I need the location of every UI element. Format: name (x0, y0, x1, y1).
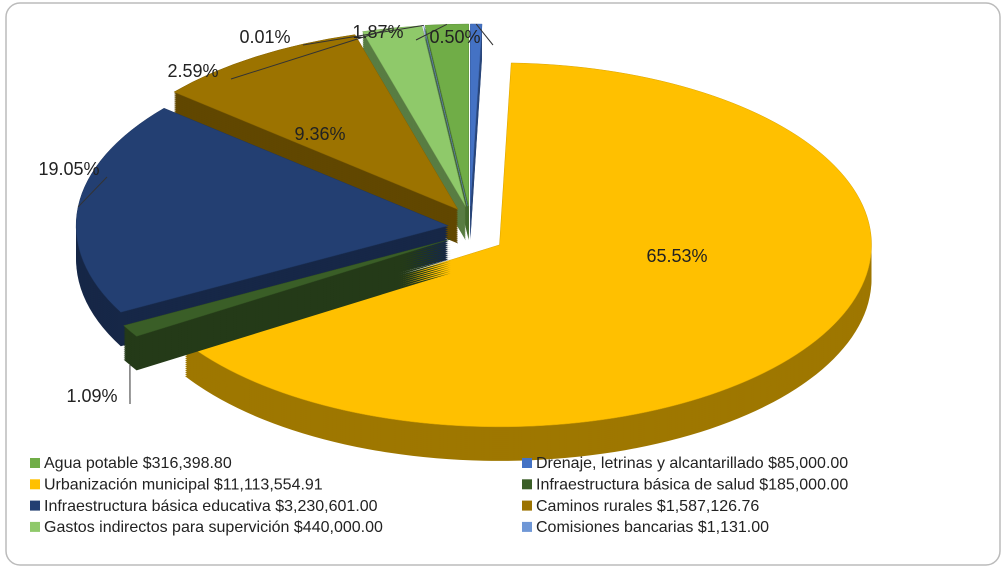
data-label: 65.53% (646, 246, 707, 266)
legend-label: Caminos rurales $1,587,126.76 (536, 498, 759, 515)
legend-label: Infraestructura básica educativa $3,230,… (44, 498, 378, 515)
legend-swatch (30, 479, 40, 489)
legend-swatch (522, 522, 532, 532)
data-label: 1.87% (352, 22, 403, 42)
data-label: 0.50% (429, 27, 480, 47)
legend-swatch (522, 458, 532, 468)
data-label: 2.59% (167, 61, 218, 81)
legend-swatch (522, 479, 532, 489)
legend-swatch (522, 501, 532, 511)
legend-label: Comisiones bancarias $1,131.00 (536, 519, 769, 536)
legend-swatch (30, 501, 40, 511)
data-label: 9.36% (294, 124, 345, 144)
legend-swatch (30, 458, 40, 468)
legend-label: Gastos indirectos para supervición $440,… (44, 519, 383, 536)
data-label: 19.05% (38, 159, 99, 179)
data-label: 1.09% (66, 386, 117, 406)
legend-label: Agua potable $316,398.80 (44, 455, 232, 472)
legend-label: Urbanización municipal $11,113,554.91 (44, 477, 323, 494)
legend-label: Drenaje, letrinas y alcantarillado $85,0… (536, 455, 848, 472)
legend-swatch (30, 522, 40, 532)
legend-label: Infraestructura básica de salud $185,000… (536, 477, 848, 494)
data-label: 0.01% (239, 27, 290, 47)
